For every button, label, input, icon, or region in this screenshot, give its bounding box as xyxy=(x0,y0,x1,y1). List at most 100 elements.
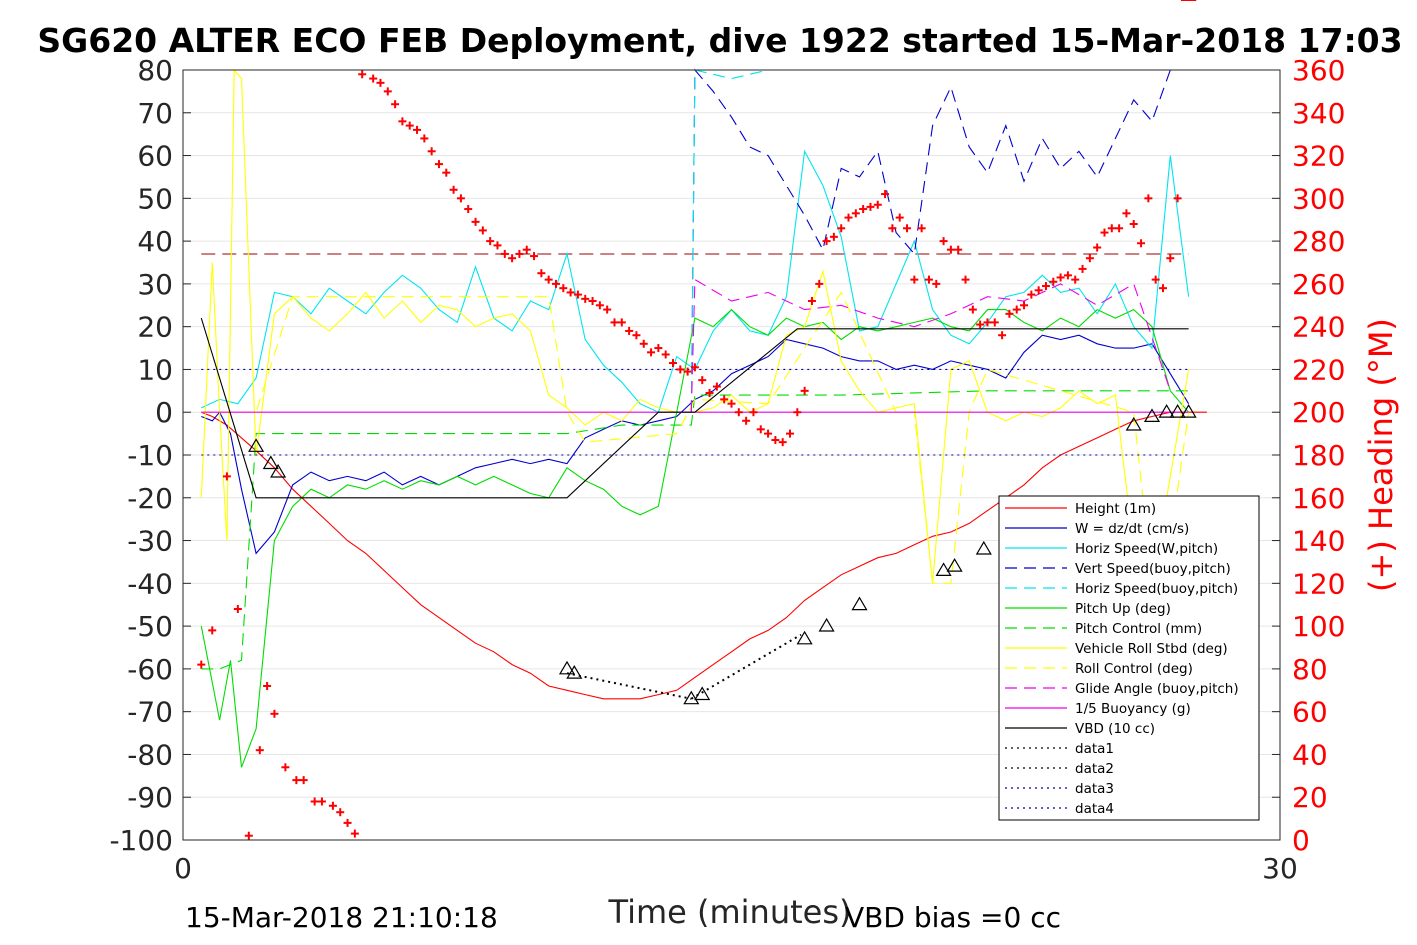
heading-point xyxy=(924,275,933,284)
heading-point xyxy=(873,200,882,209)
heading-point xyxy=(281,763,290,772)
heading-point xyxy=(668,359,677,368)
heading-point xyxy=(676,365,685,374)
heading-point xyxy=(559,284,568,293)
heading-point xyxy=(764,429,773,438)
heading-point xyxy=(617,318,626,327)
heading-point xyxy=(1020,301,1029,310)
heading-point xyxy=(661,350,670,359)
heading-point xyxy=(800,386,809,395)
right-tick-label: 20 xyxy=(1292,781,1328,814)
series-roll xyxy=(200,68,1190,585)
left-tick-label: -40 xyxy=(127,567,173,600)
right-tick-label: 160 xyxy=(1292,482,1345,515)
legend-label: Vert Speed(buoy,pitch) xyxy=(1075,561,1231,577)
heading-point xyxy=(998,331,1007,340)
legend-label: data3 xyxy=(1075,781,1114,797)
right-tick-label: 320 xyxy=(1292,140,1345,173)
heading-point xyxy=(1166,254,1175,263)
right-tick-label: 180 xyxy=(1292,439,1345,472)
triangle-marker xyxy=(262,455,279,470)
heading-point xyxy=(449,185,458,194)
legend-entry: data2 xyxy=(1005,761,1114,777)
heading-point xyxy=(1129,220,1138,228)
legend-label: Horiz Speed(buoy,pitch) xyxy=(1075,581,1238,597)
heading-point xyxy=(727,399,736,408)
x-tick-label: 30 xyxy=(1262,852,1298,885)
heading-point xyxy=(990,318,999,327)
right-tick-label: 200 xyxy=(1292,396,1345,429)
triangle-marker xyxy=(818,617,835,632)
heading-point xyxy=(292,776,301,785)
left-tick-label: 50 xyxy=(137,182,173,215)
left-tick-label: -20 xyxy=(127,482,173,515)
heading-point xyxy=(310,797,319,806)
heading-point xyxy=(851,209,860,218)
heading-point xyxy=(471,217,480,226)
heading-point xyxy=(530,252,539,261)
heading-point xyxy=(690,363,699,372)
heading-point xyxy=(1027,290,1036,299)
heading-point xyxy=(1144,194,1153,203)
left-tick-label: -60 xyxy=(127,653,173,686)
heading-point xyxy=(442,168,451,177)
triangle-marker xyxy=(270,463,287,478)
series-height xyxy=(201,411,1207,700)
heading-series xyxy=(197,0,1197,840)
heading-point xyxy=(705,388,714,397)
heading-point xyxy=(698,376,707,385)
series-glide_angle xyxy=(690,278,1171,413)
heading-point xyxy=(844,213,853,222)
heading-point xyxy=(420,134,429,143)
triangle-marker xyxy=(1125,416,1142,431)
legend-entry: data3 xyxy=(1005,781,1114,797)
heading-point xyxy=(537,269,546,278)
heading-point xyxy=(946,245,955,254)
triangle-marker xyxy=(796,630,813,645)
legend-entry: Glide Angle (buoy,pitch) xyxy=(1005,681,1239,697)
heading-point xyxy=(391,100,400,109)
legend-label: Horiz Speed(W,pitch) xyxy=(1075,541,1218,557)
legend: Height (1m) W = dz/dt (cm/s) Horiz Speed(W… xyxy=(998,495,1260,821)
triangle-marker xyxy=(975,540,992,555)
legend-entries: Height (1m) W = dz/dt (cm/s) Horiz Speed(W… xyxy=(1005,501,1239,817)
triangle-marker xyxy=(1169,404,1186,418)
legend-label: Vehicle Roll Stbd (deg) xyxy=(1075,641,1228,657)
heading-point xyxy=(1078,264,1087,273)
left-axis: 80 70 60 50 40 30 20 10 0 -10 -20 -30 -40 -50 -60 -70 -8… xyxy=(109,54,191,857)
heading-point xyxy=(1012,305,1021,314)
triangle-marker xyxy=(1158,404,1175,418)
triangle-marker xyxy=(683,690,700,705)
heading-point xyxy=(1085,254,1094,263)
heading-point xyxy=(647,348,656,357)
chart-title: SG620 ALTER ECO FEB Deployment, dive 192… xyxy=(37,21,1402,60)
heading-point xyxy=(639,339,648,348)
heading-point xyxy=(895,213,904,222)
right-tick-label: 280 xyxy=(1292,225,1345,258)
legend-label: Height (1m) xyxy=(1075,501,1156,517)
heading-point xyxy=(815,279,824,288)
heading-point xyxy=(859,205,868,214)
heading-point xyxy=(255,746,264,755)
right-tick-label: 220 xyxy=(1292,353,1345,386)
heading-point xyxy=(778,438,787,447)
series-w xyxy=(201,334,1190,555)
legend-label: data1 xyxy=(1075,741,1114,757)
heading-point xyxy=(917,224,926,233)
left-tick-label: -30 xyxy=(127,525,173,558)
right-tick-label: 300 xyxy=(1292,182,1345,215)
triangle-marker xyxy=(1143,408,1161,422)
x-tick-label: 0 xyxy=(174,852,192,885)
left-tick-label: -100 xyxy=(109,824,173,857)
heading-point xyxy=(434,160,443,169)
right-tick-label: 360 xyxy=(1292,54,1345,87)
heading-point xyxy=(881,190,890,199)
heading-point xyxy=(1071,275,1080,284)
heading-point xyxy=(270,709,279,718)
triangle-marker xyxy=(694,686,711,701)
heading-point xyxy=(625,326,634,335)
heading-point xyxy=(383,87,392,96)
heading-point xyxy=(299,776,308,785)
heading-point xyxy=(610,318,619,327)
right-tick-label: 80 xyxy=(1292,653,1328,686)
